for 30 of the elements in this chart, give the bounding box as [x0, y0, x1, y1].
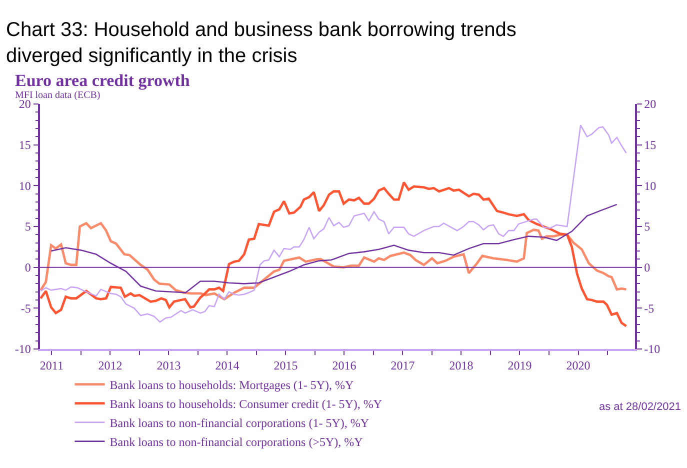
y-tick-label: 10 — [18, 178, 31, 193]
legend-label: Bank loans to non-financial corporations (1- 5Y), %Y — [110, 416, 370, 430]
y2-tick-label: 5 — [644, 220, 650, 234]
x-tick-label: 2011 — [40, 358, 64, 372]
y-tick-label: 5 — [24, 220, 31, 234]
x-tick-label: 2015 — [274, 358, 298, 372]
x-tick-label: 2012 — [98, 358, 122, 372]
legend-label: Bank loans to non-financial corporations (>5Y), %Y — [110, 435, 364, 450]
x-tick-label: 2018 — [449, 358, 474, 372]
y-tick-label: 0 — [24, 260, 31, 275]
x-tick-label: 2014 — [215, 358, 240, 372]
x-tick-label: 2020 — [566, 358, 590, 372]
y2-tick-label: 20 — [644, 97, 656, 112]
y2-tick-label: 0 — [644, 260, 650, 275]
y2-tick-label: -10 — [644, 342, 660, 356]
y-tick-label: 15 — [18, 138, 31, 152]
chart-subtitle: Euro area credit growth — [15, 71, 190, 90]
y2-tick-label: -5 — [644, 301, 654, 316]
x-tick-label: 2013 — [156, 358, 181, 372]
x-tick-label: 2017 — [390, 358, 415, 372]
text: as at 28/02/2021 — [599, 401, 681, 413]
y2-tick-label: 10 — [644, 178, 656, 193]
y2-tick-label: 15 — [644, 138, 656, 152]
y-tick-label: -5 — [20, 301, 31, 316]
x-tick-label: 2019 — [508, 358, 532, 372]
legend-label: Bank loans to households: Mortgages (1- 5Y), %Y — [110, 378, 354, 392]
y-tick-label: -10 — [14, 342, 31, 356]
x-tick-label: 2016 — [332, 358, 356, 372]
legend-label: Bank loans to households: Consumer credit (1- 5Y), %Y — [110, 397, 382, 412]
chart-title: Chart 33: Household and business bank borrowing trends diverged significantly in the crisis — [6, 19, 516, 67]
